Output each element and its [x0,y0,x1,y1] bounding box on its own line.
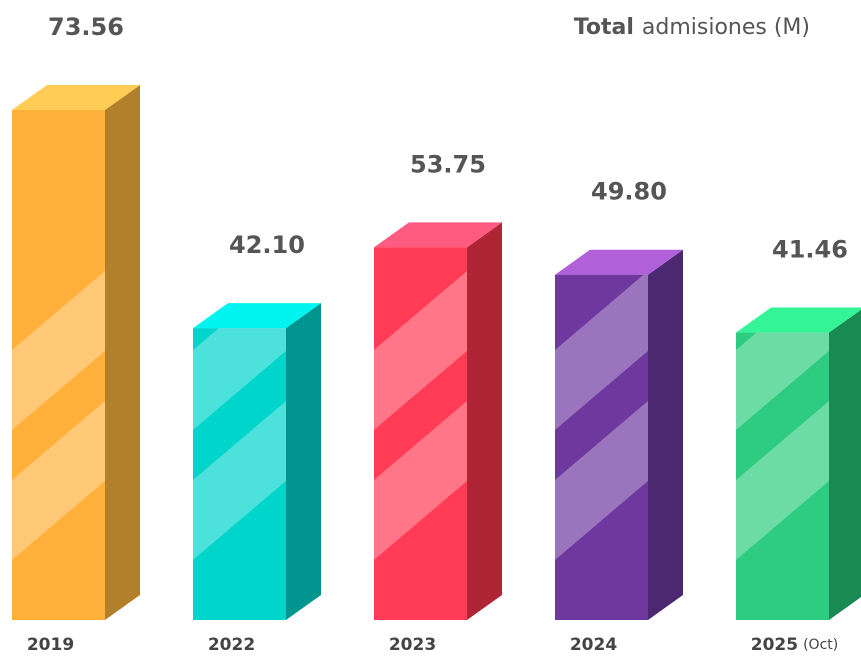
category-note: (Oct) [803,637,838,653]
bar-side [648,249,683,620]
bar-top [374,222,502,248]
category: 2025 [751,635,798,655]
bar-top [736,307,861,333]
bar-front [12,110,105,620]
bar-top [555,249,683,275]
bar-stripes [555,274,648,560]
chart-title: Total admisiones (M) [574,15,810,40]
bar-front [374,247,467,620]
title-rest: admisiones (M) [642,15,810,40]
stripe [12,270,105,430]
category: 2019 [27,635,74,655]
x-tick-label: 2023 [389,635,436,655]
bar-front [193,328,286,620]
value-label: 41.46 [772,236,848,264]
value-label: 49.80 [591,178,667,206]
stripe [555,400,648,560]
bar-top [12,85,140,110]
category: 2024 [570,635,617,655]
x-tick-label: 2019 [27,635,74,655]
x-tick-label: 2022 [208,635,255,655]
bar-side [286,303,321,620]
bar-front [555,274,648,620]
bar [555,249,683,620]
bar-top [193,303,321,329]
stripe [374,270,467,430]
bar-side [105,85,140,620]
category: 2022 [208,635,255,655]
bar-stripes [12,270,105,560]
stripe [193,328,286,430]
bar-stripes [374,270,467,560]
category: 2023 [389,635,436,655]
bar [193,303,321,620]
stripe [193,400,286,560]
stripe [555,274,648,430]
bar-stripes [193,328,286,560]
x-tick-label: 2025 (Oct) [751,635,838,655]
bar-stripes [736,332,829,560]
value-label: 42.10 [229,231,305,259]
bar [12,85,140,620]
title-bold: Total [574,15,634,40]
x-tick-label: 2024 [570,635,617,655]
bar-side [467,222,502,620]
bar-side [829,309,861,620]
value-label: 73.56 [48,13,124,41]
stripe [736,332,829,430]
bar [374,222,502,620]
bar-front [736,332,829,620]
bar [736,307,861,620]
stripe [12,400,105,560]
stripe [736,400,829,560]
value-label: 53.75 [410,150,486,178]
stripe [374,400,467,560]
